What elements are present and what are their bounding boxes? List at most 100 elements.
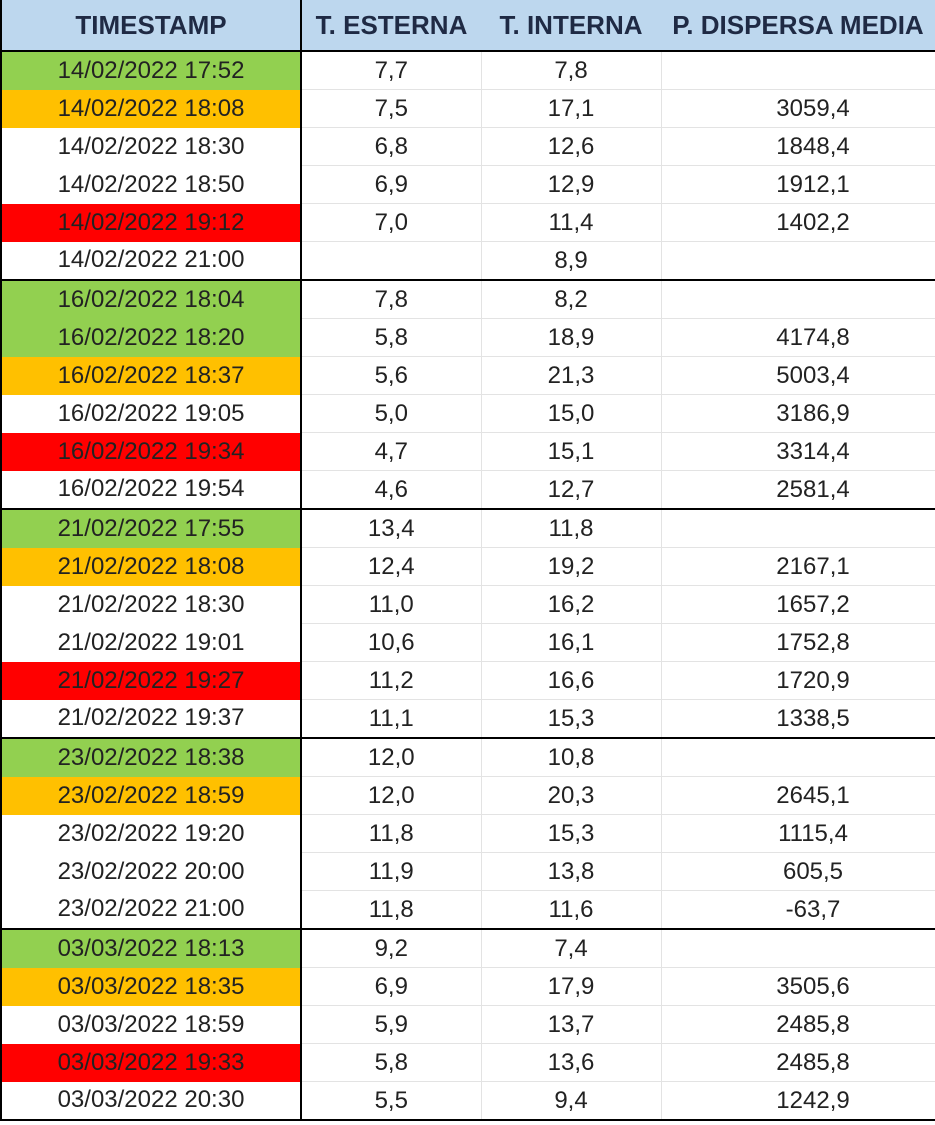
timestamp-cell[interactable]: 21/02/2022 17:55 — [0, 509, 302, 548]
t-esterna-cell[interactable]: 7,5 — [301, 89, 482, 128]
t-esterna-cell[interactable]: 4,6 — [301, 470, 482, 510]
timestamp-cell[interactable]: 23/02/2022 18:59 — [0, 776, 302, 815]
p-dispersa-cell[interactable] — [661, 929, 935, 968]
t-interna-cell[interactable]: 15,0 — [481, 394, 662, 433]
timestamp-cell[interactable]: 21/02/2022 18:30 — [0, 585, 302, 624]
timestamp-cell[interactable]: 23/02/2022 19:20 — [0, 814, 302, 853]
t-interna-cell[interactable]: 8,9 — [481, 241, 662, 281]
t-interna-cell[interactable]: 12,7 — [481, 470, 662, 510]
timestamp-cell[interactable]: 21/02/2022 19:27 — [0, 661, 302, 700]
t-esterna-cell[interactable]: 13,4 — [301, 509, 482, 548]
t-esterna-cell[interactable]: 5,8 — [301, 1043, 482, 1082]
timestamp-cell[interactable]: 16/02/2022 19:54 — [0, 470, 302, 510]
p-dispersa-cell[interactable]: 1752,8 — [661, 623, 935, 662]
t-interna-cell[interactable]: 15,3 — [481, 699, 662, 739]
p-dispersa-cell[interactable]: 1848,4 — [661, 127, 935, 166]
header-p-dispersa[interactable]: P. DISPERSA MEDIA — [661, 0, 935, 52]
timestamp-cell[interactable]: 14/02/2022 17:52 — [0, 51, 302, 90]
timestamp-cell[interactable]: 23/02/2022 20:00 — [0, 852, 302, 891]
t-interna-cell[interactable]: 13,6 — [481, 1043, 662, 1082]
p-dispersa-cell[interactable]: 1720,9 — [661, 661, 935, 700]
t-interna-cell[interactable]: 16,1 — [481, 623, 662, 662]
t-esterna-cell[interactable]: 4,7 — [301, 432, 482, 471]
t-esterna-cell[interactable]: 7,0 — [301, 203, 482, 242]
timestamp-cell[interactable]: 16/02/2022 18:37 — [0, 356, 302, 395]
p-dispersa-cell[interactable]: 3186,9 — [661, 394, 935, 433]
p-dispersa-cell[interactable]: 2485,8 — [661, 1043, 935, 1082]
timestamp-cell[interactable]: 23/02/2022 18:38 — [0, 738, 302, 777]
t-interna-cell[interactable]: 11,8 — [481, 509, 662, 548]
t-esterna-cell[interactable]: 11,0 — [301, 585, 482, 624]
t-esterna-cell[interactable]: 9,2 — [301, 929, 482, 968]
timestamp-cell[interactable]: 03/03/2022 18:35 — [0, 967, 302, 1006]
t-esterna-cell[interactable]: 5,6 — [301, 356, 482, 395]
timestamp-cell[interactable]: 16/02/2022 19:34 — [0, 432, 302, 471]
timestamp-cell[interactable]: 14/02/2022 18:50 — [0, 165, 302, 204]
p-dispersa-cell[interactable]: 3059,4 — [661, 89, 935, 128]
t-interna-cell[interactable]: 10,8 — [481, 738, 662, 777]
t-interna-cell[interactable]: 18,9 — [481, 318, 662, 357]
timestamp-cell[interactable]: 21/02/2022 19:37 — [0, 699, 302, 739]
timestamp-cell[interactable]: 16/02/2022 18:20 — [0, 318, 302, 357]
header-t-interna[interactable]: T. INTERNA — [481, 0, 661, 52]
t-esterna-cell[interactable]: 5,0 — [301, 394, 482, 433]
timestamp-cell[interactable]: 14/02/2022 18:08 — [0, 89, 302, 128]
t-esterna-cell[interactable]: 6,9 — [301, 165, 482, 204]
t-interna-cell[interactable]: 8,2 — [481, 280, 662, 319]
t-esterna-cell[interactable]: 11,8 — [301, 890, 482, 930]
p-dispersa-cell[interactable]: 2581,4 — [661, 470, 935, 510]
p-dispersa-cell[interactable] — [661, 51, 935, 90]
t-esterna-cell[interactable]: 7,8 — [301, 280, 482, 319]
timestamp-cell[interactable]: 14/02/2022 19:12 — [0, 203, 302, 242]
t-esterna-cell[interactable]: 7,7 — [301, 51, 482, 90]
t-interna-cell[interactable]: 12,9 — [481, 165, 662, 204]
header-t-esterna[interactable]: T. ESTERNA — [301, 0, 481, 52]
p-dispersa-cell[interactable]: -63,7 — [661, 890, 935, 930]
p-dispersa-cell[interactable]: 3505,6 — [661, 967, 935, 1006]
t-interna-cell[interactable]: 11,4 — [481, 203, 662, 242]
p-dispersa-cell[interactable] — [661, 241, 935, 281]
t-esterna-cell[interactable]: 12,0 — [301, 776, 482, 815]
t-esterna-cell[interactable]: 12,4 — [301, 547, 482, 586]
t-interna-cell[interactable]: 9,4 — [481, 1081, 662, 1121]
p-dispersa-cell[interactable]: 1402,2 — [661, 203, 935, 242]
p-dispersa-cell[interactable]: 5003,4 — [661, 356, 935, 395]
timestamp-cell[interactable]: 16/02/2022 19:05 — [0, 394, 302, 433]
timestamp-cell[interactable]: 14/02/2022 21:00 — [0, 241, 302, 281]
t-esterna-cell[interactable]: 10,6 — [301, 623, 482, 662]
t-interna-cell[interactable]: 13,8 — [481, 852, 662, 891]
t-interna-cell[interactable]: 15,3 — [481, 814, 662, 853]
t-esterna-cell[interactable]: 12,0 — [301, 738, 482, 777]
t-esterna-cell[interactable]: 11,1 — [301, 699, 482, 739]
t-interna-cell[interactable]: 21,3 — [481, 356, 662, 395]
timestamp-cell[interactable]: 03/03/2022 19:33 — [0, 1043, 302, 1082]
p-dispersa-cell[interactable]: 3314,4 — [661, 432, 935, 471]
t-esterna-cell[interactable]: 11,9 — [301, 852, 482, 891]
t-interna-cell[interactable]: 7,8 — [481, 51, 662, 90]
t-esterna-cell[interactable] — [301, 241, 482, 281]
p-dispersa-cell[interactable] — [661, 509, 935, 548]
t-interna-cell[interactable]: 13,7 — [481, 1005, 662, 1044]
t-esterna-cell[interactable]: 5,8 — [301, 318, 482, 357]
t-esterna-cell[interactable]: 5,9 — [301, 1005, 482, 1044]
t-interna-cell[interactable]: 19,2 — [481, 547, 662, 586]
t-interna-cell[interactable]: 17,9 — [481, 967, 662, 1006]
timestamp-cell[interactable]: 03/03/2022 18:59 — [0, 1005, 302, 1044]
p-dispersa-cell[interactable]: 1338,5 — [661, 699, 935, 739]
t-interna-cell[interactable]: 11,6 — [481, 890, 662, 930]
timestamp-cell[interactable]: 03/03/2022 20:30 — [0, 1081, 302, 1121]
timestamp-cell[interactable]: 14/02/2022 18:30 — [0, 127, 302, 166]
p-dispersa-cell[interactable]: 1912,1 — [661, 165, 935, 204]
t-esterna-cell[interactable]: 6,8 — [301, 127, 482, 166]
p-dispersa-cell[interactable] — [661, 280, 935, 319]
t-esterna-cell[interactable]: 6,9 — [301, 967, 482, 1006]
p-dispersa-cell[interactable]: 2645,1 — [661, 776, 935, 815]
p-dispersa-cell[interactable]: 1242,9 — [661, 1081, 935, 1121]
t-interna-cell[interactable]: 16,2 — [481, 585, 662, 624]
timestamp-cell[interactable]: 16/02/2022 18:04 — [0, 280, 302, 319]
t-interna-cell[interactable]: 15,1 — [481, 432, 662, 471]
header-timestamp[interactable]: TIMESTAMP — [0, 0, 302, 52]
t-interna-cell[interactable]: 20,3 — [481, 776, 662, 815]
t-interna-cell[interactable]: 17,1 — [481, 89, 662, 128]
t-esterna-cell[interactable]: 11,2 — [301, 661, 482, 700]
